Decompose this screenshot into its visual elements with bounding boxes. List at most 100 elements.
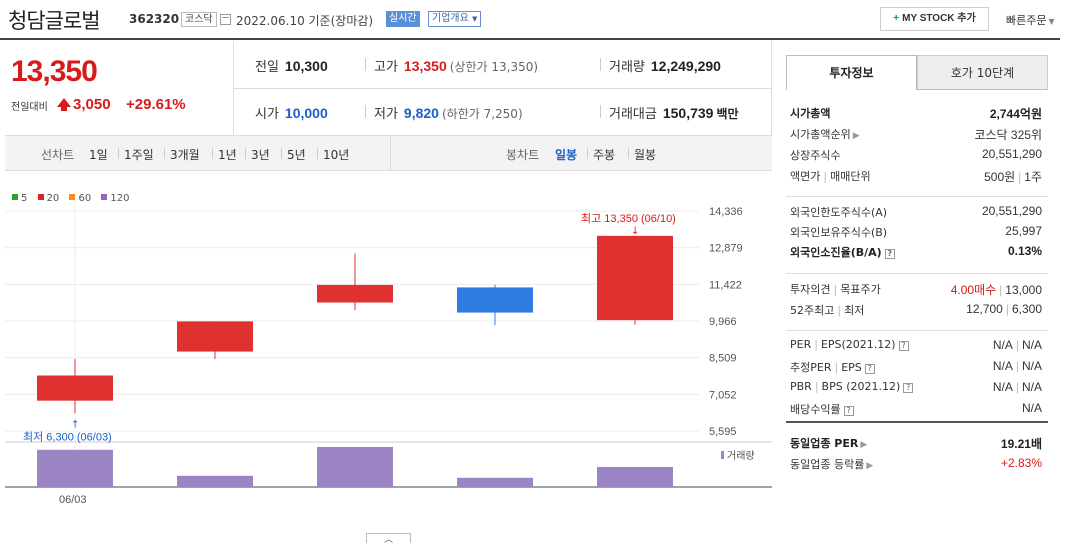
volume-legend-swatch xyxy=(721,451,724,459)
legend-swatch xyxy=(37,194,44,200)
volume-value: 12,249,290 xyxy=(650,58,721,74)
volume-label: 거래량 xyxy=(727,450,755,462)
y-tick-label: 11,422 xyxy=(709,279,742,291)
high-label: 고가 xyxy=(374,60,398,75)
legend-ma20: 20 xyxy=(37,193,59,204)
current-price: 13,350 xyxy=(11,55,98,88)
candle-body xyxy=(37,375,113,401)
info-key: PBR xyxy=(790,380,812,393)
section-divider xyxy=(786,196,1048,197)
legend-swatch xyxy=(101,194,108,200)
info-row[interactable]: PBR | BPS (2021.12)? N/A | N/A xyxy=(790,380,1042,394)
help-icon[interactable]: ? xyxy=(898,341,909,351)
info-key: 외국인보유주식수(B) xyxy=(790,226,888,239)
low-annotation: 최저 6,300 (06/03) xyxy=(23,430,112,443)
up-arrow-icon xyxy=(57,98,71,111)
quick-order-dropdown[interactable]: 빠른주문 ▼ xyxy=(1006,12,1055,28)
volume-bar xyxy=(457,477,533,487)
legend-ma5: 5 xyxy=(12,193,27,204)
investment-info-panel: 투자정보 호가 10단계 시가총액 2,744억원 시가총액순위 ▶ 코스닥 325위 상… xyxy=(772,41,1068,543)
info-value-2: N/A xyxy=(1021,338,1042,352)
tab-orderbook-10[interactable]: 호가 10단계 xyxy=(917,55,1048,90)
line-chart-label[interactable]: 선차트 xyxy=(41,148,75,162)
company-overview-dropdown[interactable]: 기업개요 ▼ xyxy=(428,11,482,27)
info-key: 동일업종 PER xyxy=(790,437,859,450)
period-3m[interactable]: 3개월 xyxy=(164,148,200,162)
help-icon[interactable]: ? xyxy=(903,383,914,393)
chevron-right-icon: ▶ xyxy=(860,440,868,450)
y-tick-label: 8,509 xyxy=(709,353,737,365)
period-1w[interactable]: 1주일 xyxy=(118,148,154,162)
y-tick-label: 9,966 xyxy=(709,316,737,328)
period-1d[interactable]: 1일 xyxy=(89,148,108,162)
down-arrow-icon: ↓ xyxy=(631,226,639,237)
info-value-2: 1주 xyxy=(1024,170,1042,184)
period-1y[interactable]: 1년 xyxy=(212,148,237,162)
help-icon[interactable]: ? xyxy=(884,249,895,259)
legend-ma120: 120 xyxy=(101,193,130,204)
candle-chart-label[interactable]: 봉차트 xyxy=(506,148,540,162)
info-value: 20,551,290 xyxy=(981,204,1042,218)
quote-date: 2022.06.10 기준(장마감) xyxy=(236,14,374,28)
chart-legend: 5 20 60 120 xyxy=(12,193,137,204)
info-row[interactable]: 추정PER | EPS? N/A | N/A xyxy=(790,359,1042,374)
info-row[interactable]: 동일업종 등락률 ▶ +2.83% xyxy=(790,456,1042,474)
y-tick-label: 7,052 xyxy=(709,389,737,401)
price-divider xyxy=(233,41,234,135)
market-badge: 코스닥 xyxy=(181,12,217,27)
legend-ma120-label: 120 xyxy=(110,193,130,204)
info-row[interactable]: 외국인소진율(B/A)? 0.13% xyxy=(790,244,1042,262)
open-price: 시가 10,000 xyxy=(255,103,328,122)
info-row[interactable]: PER | EPS(2021.12)? N/A | N/A xyxy=(790,338,1042,352)
stock-header: 청담글로벌 362320 코스닥 2022.06.10 기준(장마감) 실시간 … xyxy=(0,0,1068,38)
chevron-right-icon: ▶ xyxy=(866,461,874,471)
period-5y[interactable]: 5년 xyxy=(281,148,306,162)
x-tick-label: 06/03 xyxy=(59,494,87,506)
info-key: 상장주식수 xyxy=(790,149,841,162)
company-overview-label: 기업개요 xyxy=(432,13,469,24)
candle-body xyxy=(177,321,253,352)
info-row[interactable]: 시가총액순위 ▶ 코스닥 325위 xyxy=(790,126,1042,144)
info-key: 투자의견 xyxy=(790,283,831,296)
volume-label: 거래량 xyxy=(609,60,645,75)
info-value: 25,997 xyxy=(1005,224,1042,238)
chevron-right-icon: ▶ xyxy=(852,131,860,141)
candle-body xyxy=(457,287,533,313)
plus-icon: + xyxy=(893,13,900,24)
info-key-2: 매매단위 xyxy=(830,170,871,183)
help-icon[interactable]: ? xyxy=(864,364,875,374)
price-chart: 5 20 60 120 14,336 12,879 11,422 9,966 8,509… xyxy=(5,171,772,543)
lower-limit: (하한가 7,250) xyxy=(441,107,523,121)
info-row[interactable]: 배당수익률? N/A xyxy=(790,401,1042,419)
info-value: 20,551,290 xyxy=(981,147,1042,161)
quote-divider xyxy=(234,88,772,89)
candle-weekly[interactable]: 주봉 xyxy=(586,148,616,162)
low-value: 9,820 xyxy=(403,105,439,121)
period-3y[interactable]: 3년 xyxy=(245,148,270,162)
stock-code: 362320 xyxy=(129,12,180,26)
section-divider xyxy=(786,330,1048,331)
period-10y[interactable]: 10년 xyxy=(316,148,350,162)
candle-monthly[interactable]: 월봉 xyxy=(627,148,657,162)
info-key: PER xyxy=(790,338,812,351)
realtime-button[interactable]: 실시간 xyxy=(386,11,420,27)
header-divider xyxy=(0,38,1060,40)
info-key: 외국인소진율(B/A) xyxy=(790,246,882,259)
info-row[interactable]: 동일업종 PER ▶ 19.21배 xyxy=(790,435,1042,453)
info-value-2: 13,000 xyxy=(1005,283,1042,297)
volume-bar xyxy=(37,449,113,487)
amount-label: 거래대금 xyxy=(609,107,657,122)
collapse-button[interactable]: ︿ xyxy=(366,533,411,543)
add-my-stock-label: MY STOCK 추가 xyxy=(902,13,976,24)
volume-bar xyxy=(597,467,673,487)
tab-investment-info[interactable]: 투자정보 xyxy=(786,55,917,90)
add-my-stock-button[interactable]: + MY STOCK 추가 xyxy=(880,7,989,31)
candle-daily[interactable]: 일봉 xyxy=(555,148,578,162)
info-value: N/A xyxy=(992,359,1013,373)
chevron-down-icon: ▼ xyxy=(472,15,478,23)
info-value: N/A xyxy=(1021,401,1042,415)
help-icon[interactable]: ? xyxy=(843,406,854,416)
info-tabs: 투자정보 호가 10단계 xyxy=(786,55,1048,90)
info-value: 12,700 xyxy=(966,302,1003,316)
change-value: 3,050 xyxy=(73,96,111,113)
